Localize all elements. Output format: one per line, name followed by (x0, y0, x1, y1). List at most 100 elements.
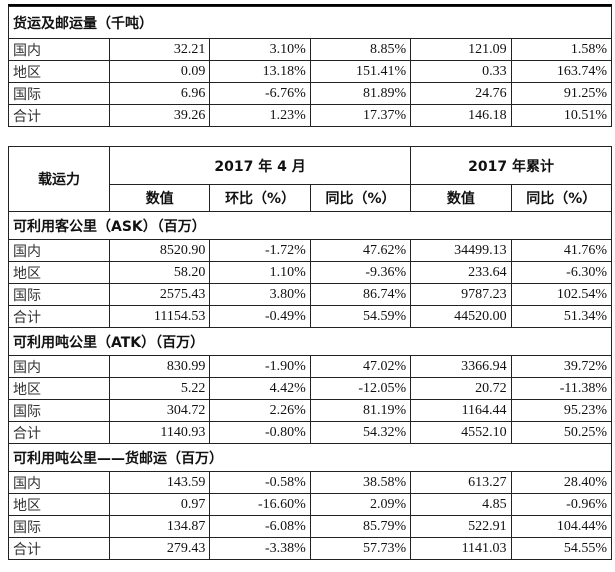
table-row: 国际 6.96 -6.76% 81.89% 24.76 91.25% (8, 82, 613, 105)
cell-value: 146.18 (410, 104, 512, 127)
row-label: 国际 (8, 283, 110, 306)
cell-value: 85.79% (309, 515, 412, 538)
table-row: 合计 279.43 -3.38% 57.73% 1141.03 54.55% (8, 537, 613, 560)
table-row: 国际 304.72 2.26% 81.19% 1164.44 95.23% (8, 399, 613, 422)
cell-value: 86.74% (309, 283, 412, 306)
cell-value: 0.09 (108, 60, 211, 83)
cell-value: 279.43 (108, 537, 211, 560)
cell-value: -6.08% (209, 515, 311, 538)
column-header: 数值 (410, 184, 512, 212)
cell-value: 3.80% (209, 283, 311, 306)
cell-value: 41.76% (510, 239, 613, 262)
cell-value: 38.58% (309, 471, 412, 494)
cell-value: 134.87 (108, 515, 211, 538)
table-row: 国内 830.99 -1.90% 47.02% 3366.94 39.72% (8, 355, 613, 378)
cell-value: 1.58% (510, 38, 613, 61)
section-title: 货运及邮运量（千吨） (8, 6, 612, 39)
column-header: 同比（%） (309, 184, 412, 212)
cell-value: 54.55% (510, 537, 613, 560)
row-label: 国内 (8, 471, 110, 494)
cell-value: 522.91 (410, 515, 512, 538)
cargo-mail-table: 货运及邮运量（千吨） 国内 32.21 3.10% 8.85% 121.09 1.58% 地… (8, 6, 613, 127)
top-rule (8, 4, 612, 6)
cell-value: 54.59% (309, 305, 412, 328)
cell-value: 9787.23 (410, 283, 512, 306)
table-row: 合计 1140.93 -0.80% 54.32% 4552.10 50.25% (8, 421, 613, 444)
cell-value: 4552.10 (410, 421, 512, 444)
section-header-row: 可利用吨公里（ATK）（百万） (8, 327, 612, 356)
row-label: 地区 (8, 377, 110, 400)
cell-value: 91.25% (510, 82, 613, 105)
cell-value: -1.72% (209, 239, 311, 262)
cell-value: 24.76 (410, 82, 512, 105)
cell-value: 39.26 (108, 104, 211, 127)
cell-value: -0.58% (209, 471, 311, 494)
cell-value: -0.49% (209, 305, 311, 328)
table-row: 地区 0.09 13.18% 151.41% 0.33 163.74% (8, 60, 613, 83)
table-row: 国内 32.21 3.10% 8.85% 121.09 1.58% (8, 38, 613, 61)
column-header: 同比（%） (510, 184, 613, 212)
section-header-row: 货运及邮运量（千吨） (8, 6, 612, 39)
cell-value: 8.85% (309, 38, 412, 61)
table-row: 国际 134.87 -6.08% 85.79% 522.91 104.44% (8, 515, 613, 538)
cell-value: -6.30% (510, 261, 613, 284)
cell-value: 1164.44 (410, 399, 512, 422)
header-row-columns: 数值 环比（%） 同比（%） 数值 同比（%） (9, 184, 613, 212)
section-title: 可利用吨公里——货邮运（百万） (8, 443, 612, 472)
group-header-month: 2017 年 4 月 (108, 146, 412, 185)
row-label: 合计 (8, 305, 110, 328)
cell-value: 6.96 (108, 82, 211, 105)
cell-value: -6.76% (209, 82, 311, 105)
cell-value: 50.25% (510, 421, 613, 444)
row-label: 地区 (8, 60, 110, 83)
row-label: 地区 (8, 261, 110, 284)
table-row: 地区 5.22 4.42% -12.05% 20.72 -11.38% (8, 377, 613, 400)
row-label: 国际 (8, 399, 110, 422)
cell-value: 121.09 (410, 38, 512, 61)
group-header-ytd: 2017 年累计 (410, 146, 612, 185)
cell-value: -0.80% (209, 421, 311, 444)
cell-value: 51.34% (510, 305, 613, 328)
cell-value: 95.23% (510, 399, 613, 422)
table-row: 国际 2575.43 3.80% 86.74% 9787.23 102.54% (8, 283, 613, 306)
row-label: 国际 (8, 82, 110, 105)
table-row: 国内 8520.90 -1.72% 47.62% 34499.13 41.76% (8, 239, 613, 262)
cell-value: 3366.94 (410, 355, 512, 378)
section-header-row: 可利用吨公里——货邮运（百万） (8, 443, 612, 472)
cell-value: 8520.90 (108, 239, 211, 262)
cell-value: -16.60% (209, 493, 311, 516)
cell-value: 58.20 (108, 261, 211, 284)
cell-value: 151.41% (309, 60, 412, 83)
cell-value: 34499.13 (410, 239, 512, 262)
cell-value: 4.85 (410, 493, 512, 516)
cell-value: 20.72 (410, 377, 512, 400)
table-row: 国内 143.59 -0.58% 38.58% 613.27 28.40% (8, 471, 613, 494)
cell-value: 10.51% (510, 104, 613, 127)
cell-value: -9.36% (309, 261, 412, 284)
cell-value: 0.33 (410, 60, 512, 83)
cell-value: 1140.93 (108, 421, 211, 444)
section-title: 可利用吨公里（ATK）（百万） (8, 327, 612, 356)
section-title: 可利用客公里（ASK）（百万） (8, 211, 612, 240)
cell-value: 1.10% (209, 261, 311, 284)
cell-value: 0.97 (108, 493, 211, 516)
column-header: 数值 (108, 184, 211, 212)
cell-value: 3.10% (209, 38, 311, 61)
cell-value: 54.32% (309, 421, 412, 444)
cell-value: 163.74% (510, 60, 613, 83)
cell-value: 81.89% (309, 82, 412, 105)
header-row-group: 载运力 2017 年 4 月 2017 年累计 (8, 146, 612, 212)
cell-value: 47.62% (309, 239, 412, 262)
cell-value: 44520.00 (410, 305, 512, 328)
table-row: 合计 11154.53 -0.49% 54.59% 44520.00 51.34% (8, 305, 613, 328)
cell-value: 304.72 (108, 399, 211, 422)
cell-value: 2.26% (209, 399, 311, 422)
cell-value: 32.21 (108, 38, 211, 61)
row-header-label: 载运力 (8, 146, 110, 212)
cell-value: 1.23% (209, 104, 311, 127)
cell-value: 102.54% (510, 283, 613, 306)
cell-value: 57.73% (309, 537, 412, 560)
table-row: 地区 0.97 -16.60% 2.09% 4.85 -0.96% (8, 493, 613, 516)
cell-value: 2575.43 (108, 283, 211, 306)
cell-value: 613.27 (410, 471, 512, 494)
